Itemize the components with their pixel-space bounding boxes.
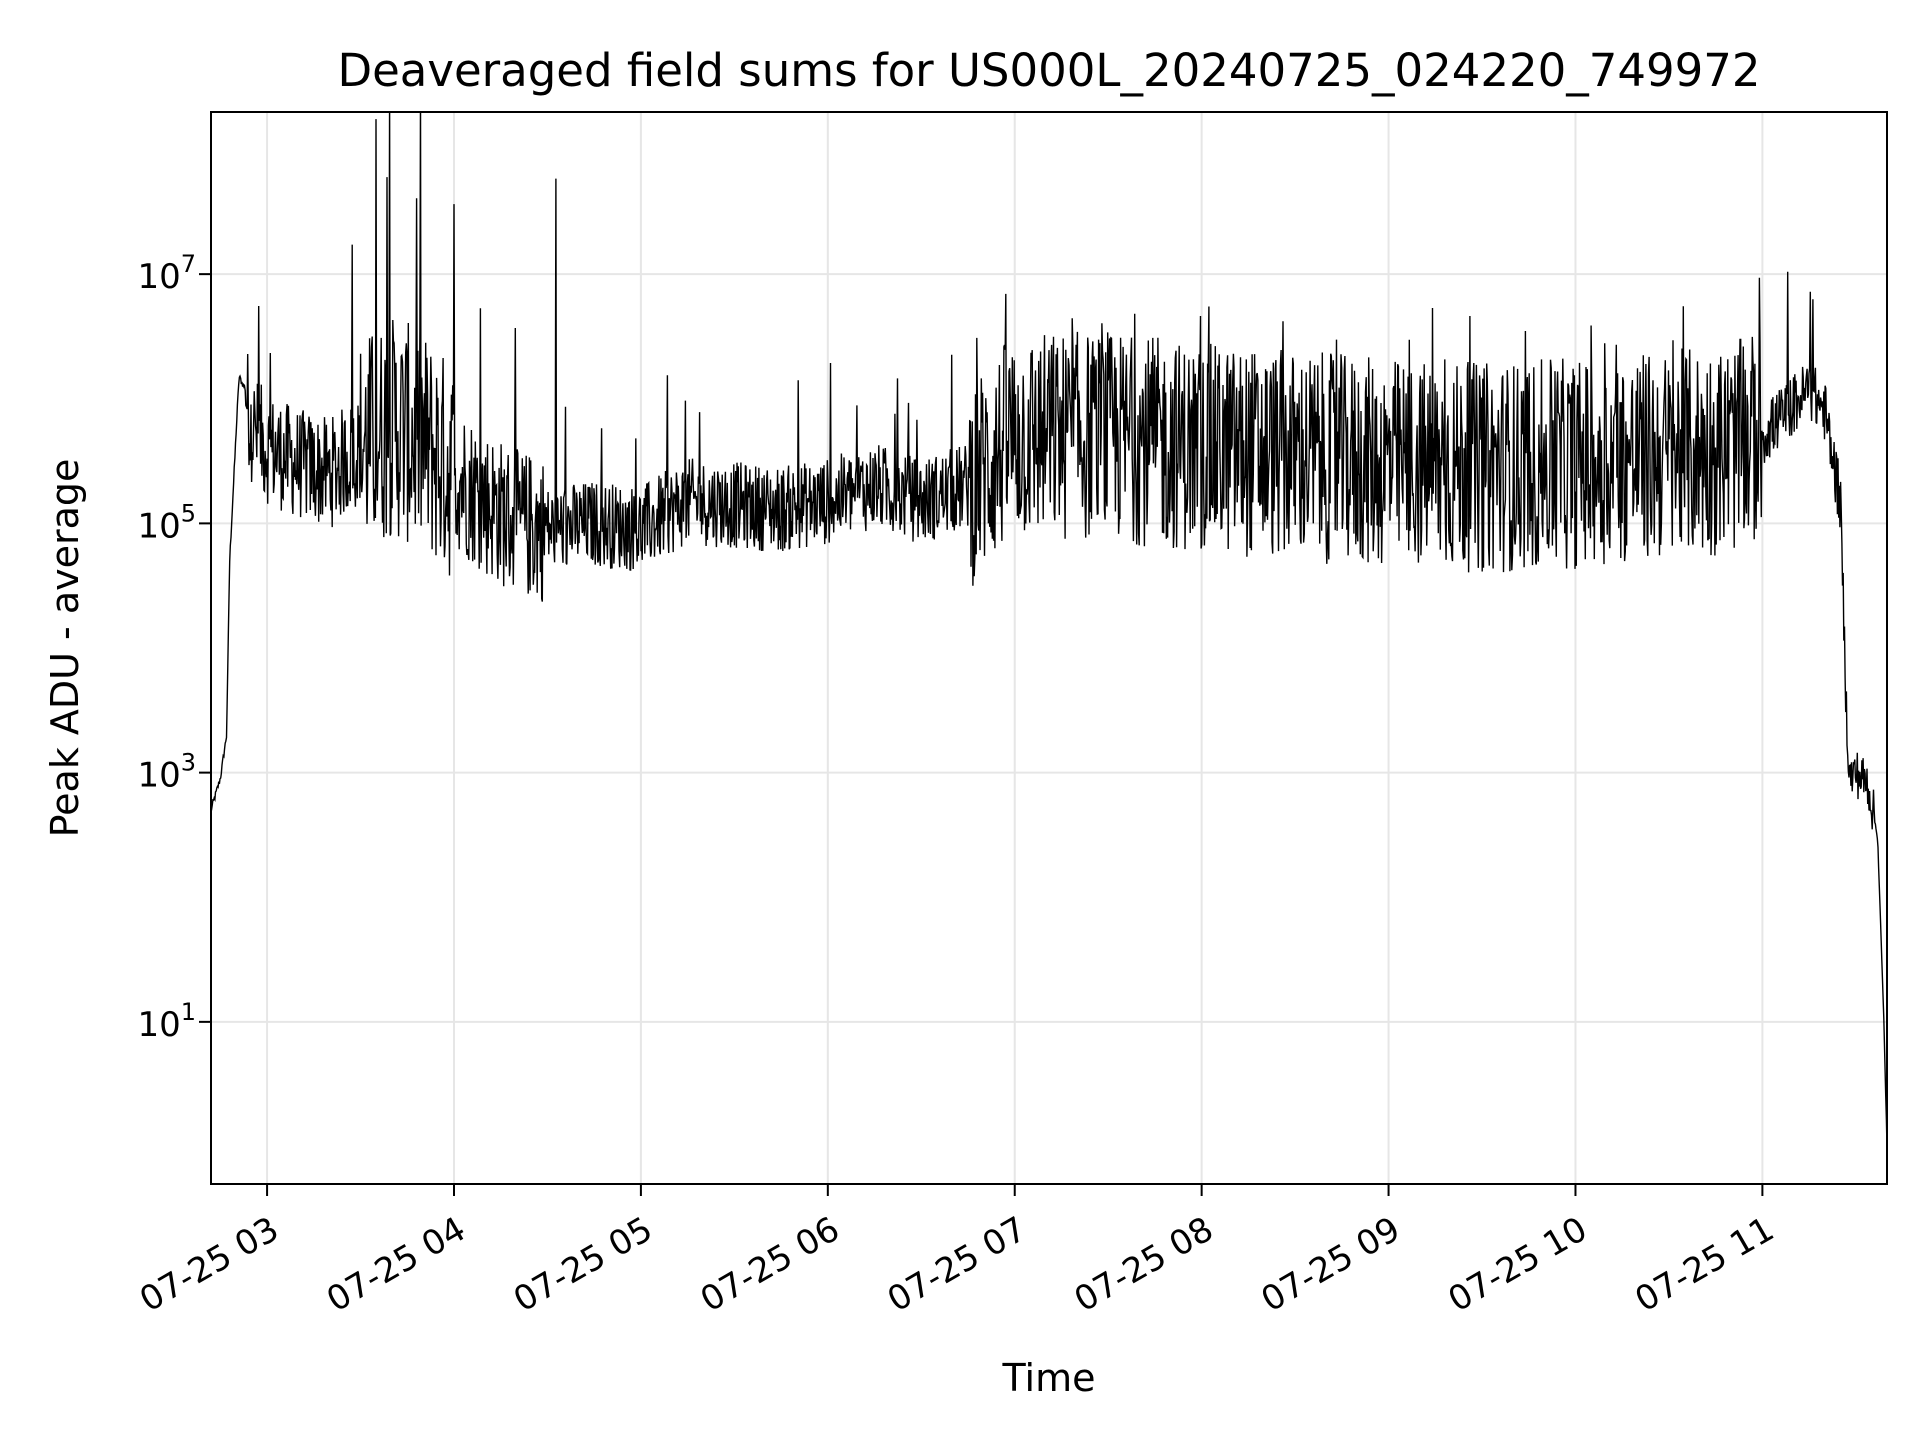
plot-frame [210,111,1888,1185]
y-axis-label: Peak ADU - average [43,459,87,838]
y-tick-label: 101 [137,998,196,1045]
series-line [211,112,1887,1149]
y-tick-label: 103 [137,749,196,796]
y-tick-label: 107 [137,250,196,297]
y-axis-ticks: 101 103 105 107 [137,250,211,1045]
y-tick-label: 105 [137,499,196,546]
x-axis-label: Time [1002,1356,1096,1400]
chart-title: Deaveraged field sums for US000L_2024072… [337,44,1760,97]
